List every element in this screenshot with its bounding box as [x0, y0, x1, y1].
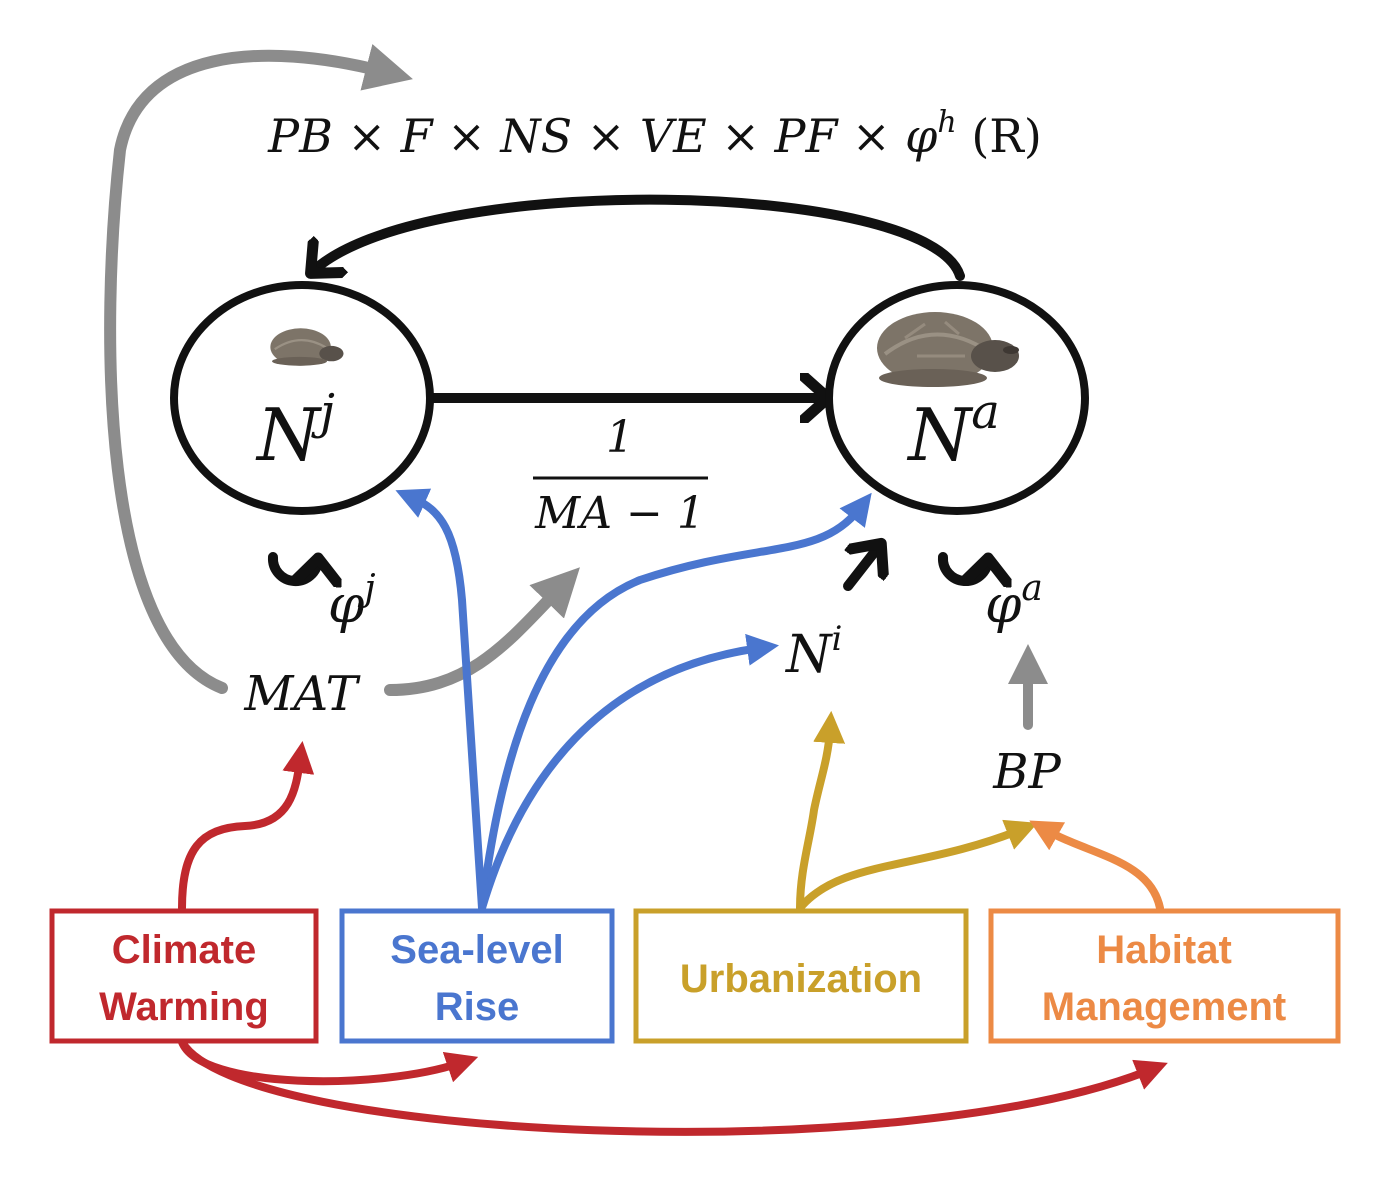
immigration-arrow [843, 545, 880, 591]
adult-tortoise-icon [877, 312, 1019, 387]
transition-denominator: MA − 1 [534, 488, 705, 539]
juvenile-node [170, 281, 434, 515]
sea-to-immigration-arrow [478, 633, 780, 912]
reproduction-arrow [312, 194, 965, 281]
climate-to-habitat-arrow [178, 1038, 1168, 1136]
climate-label-line1: Climate [112, 928, 257, 972]
juvenile-tortoise-icon [270, 328, 344, 366]
habitat-label-line2: Management [1042, 985, 1287, 1029]
urban-label: Urbanization [680, 957, 922, 1001]
adult-survival-label: φa [985, 568, 1043, 635]
sea-level-rise-box: Sea-level Rise [339, 908, 615, 1044]
reproduction-formula: PB × F × NS × VE × PF × φh (R) [267, 105, 1042, 163]
habitat-to-bp-arrow [1029, 820, 1164, 912]
adult-abundance-label: Na [906, 384, 1000, 477]
immigrants-label: Ni [784, 619, 842, 685]
urban-to-bp-arrow [796, 819, 1038, 912]
sea-to-juvenile-arrow [395, 488, 486, 912]
urban-to-immigration-arrow [796, 710, 846, 912]
sea-label-line1: Sea-level [390, 928, 563, 972]
adult-survival-loop [937, 552, 988, 581]
sea-label-line2: Rise [435, 985, 520, 1029]
mat-label: MAT [243, 666, 360, 722]
habitat-label-line1: Habitat [1096, 928, 1232, 972]
climate-to-mat-arrow [178, 740, 315, 912]
climate-label-line2: Warming [99, 985, 269, 1029]
juvenile-abundance-label: Nj [255, 384, 335, 477]
sea-to-adult-arrow [478, 492, 872, 912]
mat-to-reproduction-arrow [104, 43, 413, 694]
bp-label: BP [992, 744, 1061, 800]
habitat-management-box: Habitat Management [988, 908, 1341, 1044]
juvenile-survival-loop [267, 552, 318, 581]
transition-numerator: 1 [606, 412, 634, 463]
urbanization-box: Urbanization [633, 908, 969, 1044]
juvenile-survival-label: φj [328, 568, 376, 635]
climate-warming-box: Climate Warming [49, 908, 319, 1044]
mat-to-maturity-arrow [384, 567, 580, 696]
